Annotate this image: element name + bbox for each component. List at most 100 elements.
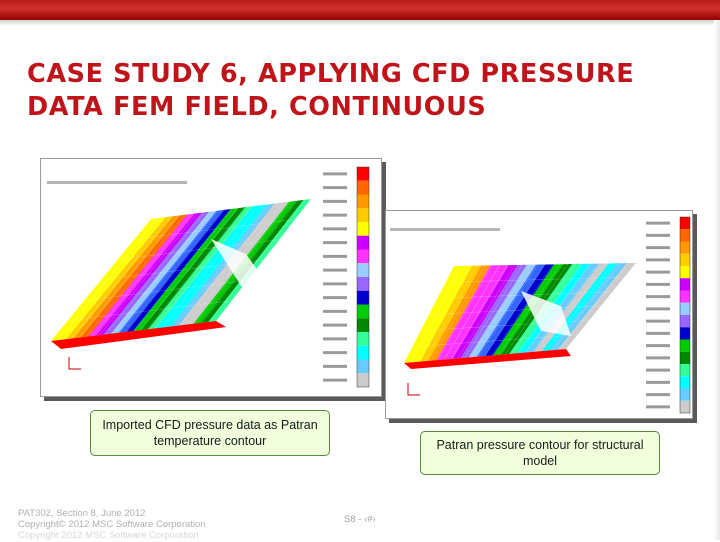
mesh-line: [445, 277, 625, 283]
footer-copyright: Copyright© 2012 MSC Software Corporation: [18, 519, 206, 530]
plot-header-text: [47, 181, 187, 184]
legend-swatch: [357, 277, 369, 291]
wing-highlight: [521, 291, 571, 336]
legend-swatch: [357, 194, 369, 209]
contour-band: [171, 203, 275, 327]
mesh-line: [85, 214, 185, 337]
contour-band: [58, 217, 166, 341]
legend-tick-value: [323, 213, 347, 217]
slide-title-line1: CASE STUDY 6, APPLYING CFD PRESSURE: [27, 59, 635, 89]
mesh-line: [491, 264, 553, 356]
plot-header-text: [390, 228, 500, 231]
contour-band: [73, 215, 181, 339]
legend-swatch: [680, 266, 690, 279]
mesh-line: [140, 208, 238, 331]
legend-swatch: [357, 290, 369, 305]
mesh-line: [552, 263, 622, 351]
mesh-line: [105, 212, 205, 335]
mesh-line: [428, 305, 602, 315]
mesh-line: [215, 198, 312, 322]
contour-band: [126, 209, 231, 332]
leading-edge-band: [404, 349, 571, 369]
legend-tick-value: [646, 270, 670, 274]
contour-band: [452, 264, 518, 359]
contour-band: [444, 265, 509, 360]
mesh-line: [464, 264, 523, 358]
mesh-line: [559, 262, 629, 350]
legend-swatch: [680, 217, 690, 230]
legend-swatch: [357, 263, 369, 277]
legend-tick-value: [646, 331, 670, 335]
mesh-line: [92, 213, 192, 337]
legend-swatch: [680, 229, 690, 242]
contour-band: [118, 209, 224, 333]
contour-band: [96, 212, 202, 336]
legend-tick-value: [646, 246, 670, 250]
legend-swatch: [357, 180, 369, 195]
pressure-contour-plot: [390, 216, 691, 414]
mesh-line: [437, 265, 493, 361]
legend-swatch: [680, 327, 690, 340]
mesh-line: [126, 209, 225, 332]
legend-tick-value: [323, 172, 347, 176]
caption-cfd-temperature: Imported CFD pressure data as Patran tem…: [90, 410, 330, 456]
mesh-line: [538, 263, 606, 352]
legend-swatch: [357, 249, 369, 264]
mesh-line: [484, 264, 546, 357]
mesh-line: [430, 265, 485, 361]
legend-swatch: [357, 235, 369, 250]
legend-tick-value: [646, 405, 670, 409]
legend-tick-value: [646, 233, 670, 237]
slide-number: S8 - ‹#›: [344, 514, 376, 525]
mesh-line: [64, 217, 165, 340]
slide-title-line2: DATA FEM FIELD, CONTINUOUS: [27, 92, 487, 122]
legend-swatch: [680, 388, 690, 401]
right-edge-shade: [714, 20, 720, 540]
mesh-line: [119, 210, 218, 333]
legend-swatch: [680, 351, 690, 364]
contour-band: [460, 264, 527, 359]
legend-tick-value: [646, 344, 670, 348]
top-banner: [0, 0, 720, 26]
mesh-line: [412, 334, 578, 348]
legend-swatch: [680, 376, 690, 389]
wing-highlight: [211, 239, 271, 309]
mesh-line: [424, 265, 477, 362]
legend-tick-value: [646, 295, 670, 299]
contour-band: [163, 204, 268, 328]
contour-band: [66, 216, 173, 340]
contour-band: [103, 211, 210, 335]
mesh-line: [67, 300, 232, 321]
mesh-line: [50, 218, 152, 342]
legend-swatch: [357, 332, 369, 346]
legend-swatch: [357, 345, 369, 360]
legend-tick-value: [323, 364, 347, 368]
legend-frame: [679, 216, 691, 414]
contour-band: [412, 265, 473, 363]
mesh-line: [98, 213, 198, 336]
mesh-line: [57, 218, 158, 341]
mesh-line: [174, 203, 272, 327]
legend-tick-value: [323, 268, 347, 272]
contour-band: [485, 264, 555, 356]
legend-swatch: [680, 241, 690, 254]
legend-swatch: [680, 253, 690, 266]
legend-swatch: [357, 208, 369, 222]
mesh-line: [147, 207, 245, 330]
contour-band: [111, 210, 217, 334]
mesh-line: [208, 199, 305, 322]
footer-course-info: PAT302, Section 8, June 2012: [18, 508, 146, 519]
legend-tick-value: [323, 186, 347, 190]
mesh-line: [160, 205, 258, 328]
contour-band: [208, 199, 311, 322]
legend-tick-value: [646, 221, 670, 225]
mesh-line: [565, 262, 637, 350]
legend-swatch: [680, 400, 690, 413]
contour-band: [436, 265, 500, 361]
legend-tick-value: [323, 351, 347, 355]
contour-band: [51, 218, 159, 341]
legend-swatch: [357, 373, 369, 387]
mesh-line: [153, 206, 252, 329]
legend-swatch: [680, 315, 690, 328]
contour-band: [141, 207, 246, 331]
